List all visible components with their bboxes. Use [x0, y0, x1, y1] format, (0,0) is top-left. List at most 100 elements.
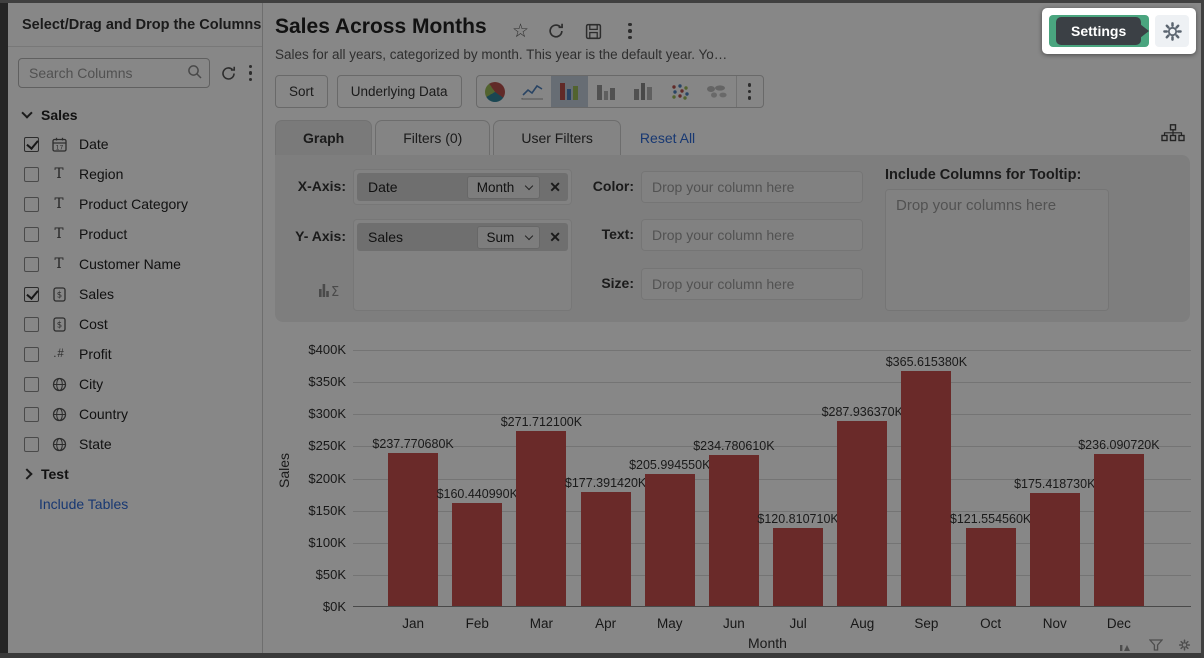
bar-mar[interactable] — [516, 431, 567, 606]
color-dropzone[interactable]: Drop your column here — [641, 171, 863, 203]
checkbox-city[interactable] — [24, 376, 39, 392]
sidebar-item-cost[interactable]: $ Cost — [8, 309, 262, 339]
checkbox-product[interactable] — [24, 226, 39, 242]
size-dropzone[interactable]: Drop your column here — [641, 268, 863, 300]
stacked-chart-icon[interactable] — [625, 76, 662, 107]
sidebar-item-region[interactable]: T Region — [8, 159, 262, 189]
number-type-icon: .# — [53, 348, 65, 360]
checkbox-profit[interactable] — [24, 346, 39, 362]
scatter-chart-icon[interactable] — [662, 76, 699, 107]
tab-graph[interactable]: Graph — [275, 120, 373, 155]
sidebar-more-menu-icon[interactable] — [247, 63, 254, 83]
svg-text:17: 17 — [55, 144, 63, 151]
x-axis-dropzone[interactable]: Date Month ✕ — [353, 169, 572, 205]
window-frame-top — [0, 0, 1204, 3]
chart-types-more-icon[interactable] — [737, 76, 763, 107]
sidebar-item-customer-name[interactable]: T Customer Name — [8, 249, 262, 279]
line-chart-icon[interactable] — [514, 76, 551, 107]
y-axis-dropzone[interactable]: Sales Sum ✕ — [353, 219, 572, 311]
summary-function-icon: Σ — [319, 282, 341, 304]
tooltip-columns-dropzone[interactable]: Drop your columns here — [885, 189, 1109, 311]
underlying-data-button[interactable]: Underlying Data — [336, 75, 462, 108]
graph-builder-panel: X-Axis: Date Month ✕ Y- Axis: Sales Sum … — [275, 155, 1190, 322]
window-frame-bottom — [0, 653, 1204, 658]
sidebar-item-city[interactable]: City — [8, 369, 262, 399]
reset-all-link[interactable]: Reset All — [639, 130, 696, 146]
sidebar-group-sales[interactable]: Sales — [8, 100, 262, 129]
sidebar-item-sales[interactable]: $ Sales — [8, 279, 262, 309]
settings-gear-button[interactable] — [1155, 15, 1189, 47]
bar-sep[interactable] — [901, 371, 952, 606]
y-axis-function-select[interactable]: Sum — [476, 225, 541, 249]
zoom-chart-icon[interactable] — [1120, 638, 1134, 656]
checkbox-customer-name[interactable] — [24, 256, 39, 272]
checkbox-state[interactable] — [24, 436, 39, 452]
bar-oct[interactable] — [965, 528, 1016, 606]
bar-dec[interactable] — [1093, 454, 1144, 606]
text-type-icon: T — [54, 256, 64, 272]
sidebar-item-product-category[interactable]: T Product Category — [8, 189, 262, 219]
search-columns-input[interactable] — [18, 58, 210, 88]
include-tables-link[interactable]: Include Tables — [39, 496, 129, 512]
save-icon[interactable] — [583, 21, 603, 41]
column-chart-icon[interactable] — [588, 76, 625, 107]
favorite-star-icon[interactable]: ☆ — [512, 20, 530, 42]
size-label: Size: — [601, 275, 634, 291]
x-axis-remove-icon[interactable]: ✕ — [549, 178, 561, 195]
bar-chart-icon[interactable] — [550, 76, 588, 107]
bar-value-label: $234.780610K — [693, 439, 775, 453]
refresh-columns-icon[interactable] — [220, 63, 237, 83]
view-tabs: Graph Filters (0) User Filters Reset All — [275, 118, 1185, 155]
y-axis-pill[interactable]: Sales Sum ✕ — [357, 223, 568, 251]
bar-may[interactable] — [644, 474, 695, 606]
checkbox-date[interactable] — [24, 136, 39, 152]
sidebar-item-country[interactable]: Country — [8, 399, 262, 429]
group-label: Sales — [41, 106, 78, 123]
sort-button[interactable]: Sort — [275, 75, 328, 108]
settings-spotlight: Settings — [1042, 8, 1196, 54]
hierarchy-icon[interactable] — [1161, 124, 1185, 147]
bar-apr[interactable] — [580, 492, 631, 606]
bar-jun[interactable] — [708, 455, 759, 606]
column-label: Date — [79, 136, 109, 152]
checkbox-region[interactable] — [24, 166, 39, 182]
svg-text:$: $ — [56, 290, 61, 300]
bar-jan[interactable] — [388, 453, 439, 606]
x-axis-function-select[interactable]: Month — [466, 175, 541, 199]
group-label: Test — [41, 465, 69, 482]
refresh-report-icon[interactable] — [546, 21, 566, 41]
tab-filters-0[interactable]: Filters (0) — [375, 120, 491, 155]
bar-jul[interactable] — [773, 528, 824, 606]
y-tick-label: $400K — [308, 342, 346, 357]
sidebar-title: Select/Drag and Drop the Columns — [8, 3, 262, 47]
tab-user-filters[interactable]: User Filters — [493, 120, 621, 155]
report-more-menu-icon[interactable] — [620, 21, 640, 41]
bar-value-label: $120.810710K — [757, 512, 839, 526]
y-axis-remove-icon[interactable]: ✕ — [549, 228, 561, 245]
column-label: State — [79, 436, 112, 452]
svg-text:Σ: Σ — [331, 285, 339, 299]
sidebar-item-product[interactable]: T Product — [8, 219, 262, 249]
pie-chart-icon[interactable] — [477, 76, 514, 107]
bar-aug[interactable] — [837, 421, 888, 606]
map-chart-icon[interactable] — [699, 76, 736, 107]
chart-type-switcher — [475, 75, 764, 108]
checkbox-sales[interactable] — [24, 286, 39, 302]
x-axis-pill[interactable]: Date Month ✕ — [357, 173, 568, 201]
chart-settings-gear-icon[interactable] — [1178, 638, 1191, 656]
checkbox-product-category[interactable] — [24, 196, 39, 212]
sidebar-item-state[interactable]: State — [8, 429, 262, 459]
bar-nov[interactable] — [1029, 493, 1080, 606]
sidebar-item-profit[interactable]: .# Profit — [8, 339, 262, 369]
text-dropzone[interactable]: Drop your column here — [641, 219, 863, 251]
checkbox-country[interactable] — [24, 406, 39, 422]
x-tick-label: Apr — [595, 616, 617, 631]
sidebar-item-date[interactable]: 17 Date — [8, 129, 262, 159]
filter-funnel-icon[interactable] — [1148, 638, 1164, 656]
sidebar-group-test[interactable]: Test — [8, 459, 262, 488]
bar-feb[interactable] — [452, 503, 503, 606]
bar-value-label: $237.770680K — [372, 437, 454, 451]
window-frame-left — [0, 0, 8, 658]
checkbox-cost[interactable] — [24, 316, 39, 332]
bar-value-label: $121.554560K — [949, 512, 1032, 526]
